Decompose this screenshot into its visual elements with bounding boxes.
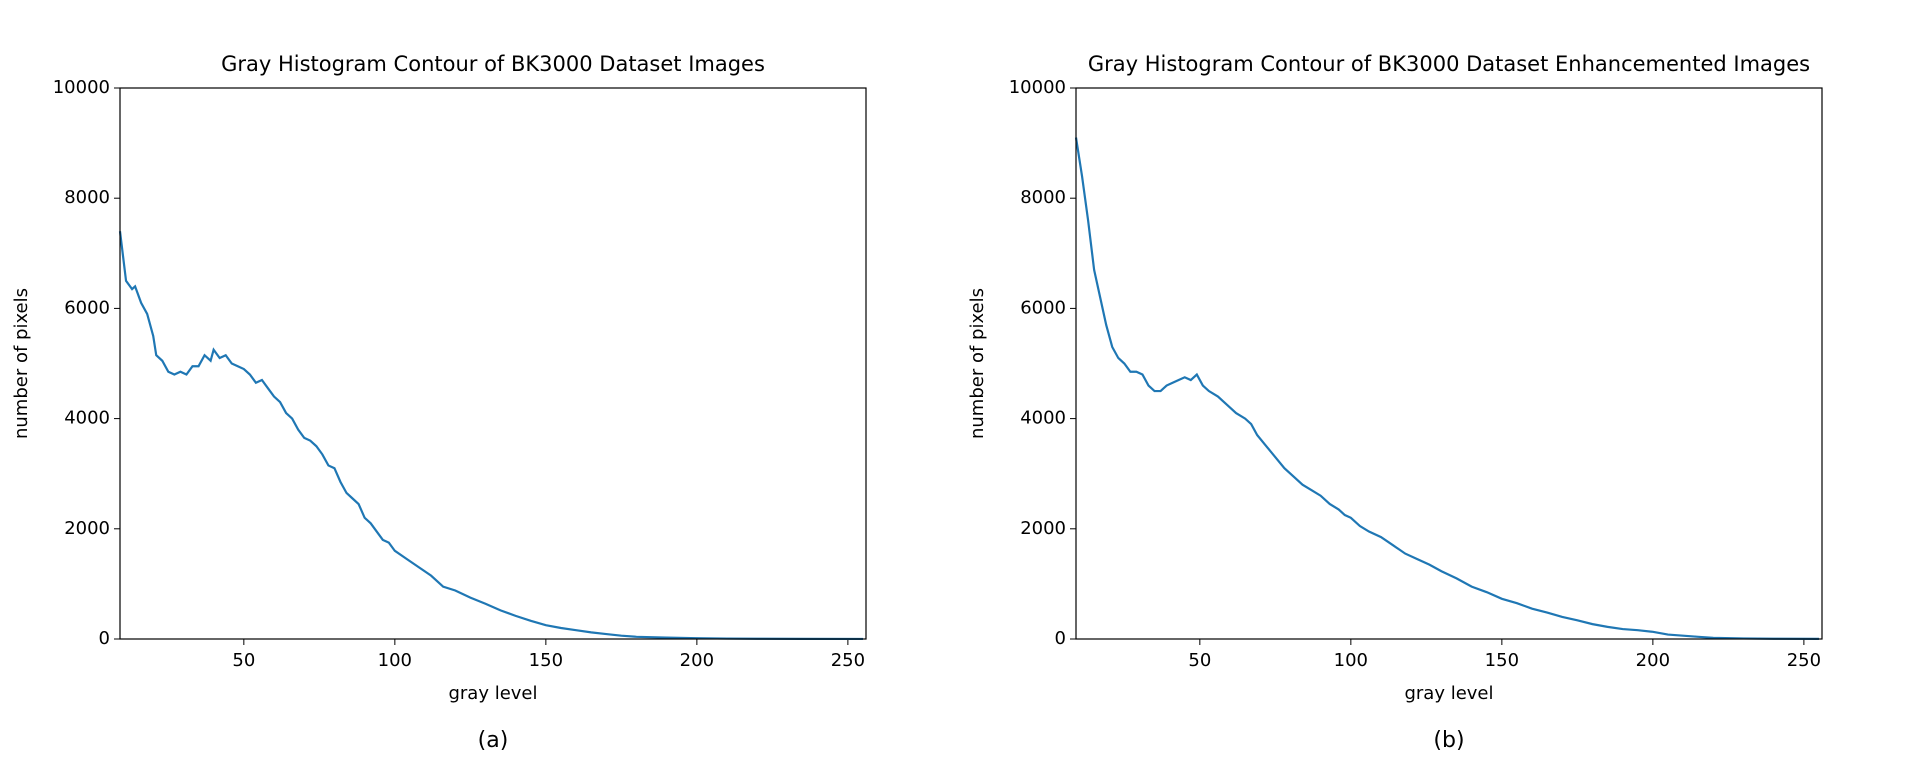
x-tick-label: 100 — [378, 650, 412, 671]
chart-title: Gray Histogram Contour of BK3000 Dataset… — [1088, 52, 1810, 76]
x-tick-label: 100 — [1334, 650, 1368, 671]
y-tick-label: 0 — [99, 628, 110, 649]
x-tick-label: 200 — [1636, 650, 1670, 671]
chart-title: Gray Histogram Contour of BK3000 Dataset… — [221, 52, 765, 76]
data-line — [118, 231, 863, 641]
y-tick-label: 6000 — [1020, 297, 1066, 318]
x-tick-label: 50 — [232, 650, 255, 671]
x-tick-label: 150 — [1485, 650, 1519, 671]
x-tick-label: 50 — [1188, 650, 1211, 671]
y-tick-label: 4000 — [64, 408, 110, 429]
x-tick-label: 200 — [680, 650, 714, 671]
y-tick-label: 2000 — [1020, 518, 1066, 539]
caption: (b) — [1433, 728, 1464, 753]
x-axis-label: gray level — [448, 683, 537, 704]
y-tick-label: 2000 — [64, 518, 110, 539]
y-tick-label: 4000 — [1020, 408, 1066, 429]
y-tick-label: 10000 — [53, 77, 110, 98]
y-tick-label: 8000 — [1020, 187, 1066, 208]
y-axis-label: number of pixels — [11, 288, 32, 439]
y-tick-label: 0 — [1055, 628, 1066, 649]
x-axis-label: gray level — [1404, 683, 1493, 704]
plot-frame — [119, 87, 867, 640]
plot-frame — [1075, 87, 1823, 640]
y-tick-label: 8000 — [64, 187, 110, 208]
x-tick-label: 150 — [529, 650, 563, 671]
caption: (a) — [478, 728, 509, 753]
data-line — [1074, 137, 1819, 640]
y-tick-label: 10000 — [1009, 77, 1066, 98]
y-axis-label: number of pixels — [967, 288, 988, 439]
y-tick-label: 6000 — [64, 297, 110, 318]
x-tick-label: 250 — [1787, 650, 1821, 671]
x-tick-label: 250 — [831, 650, 865, 671]
